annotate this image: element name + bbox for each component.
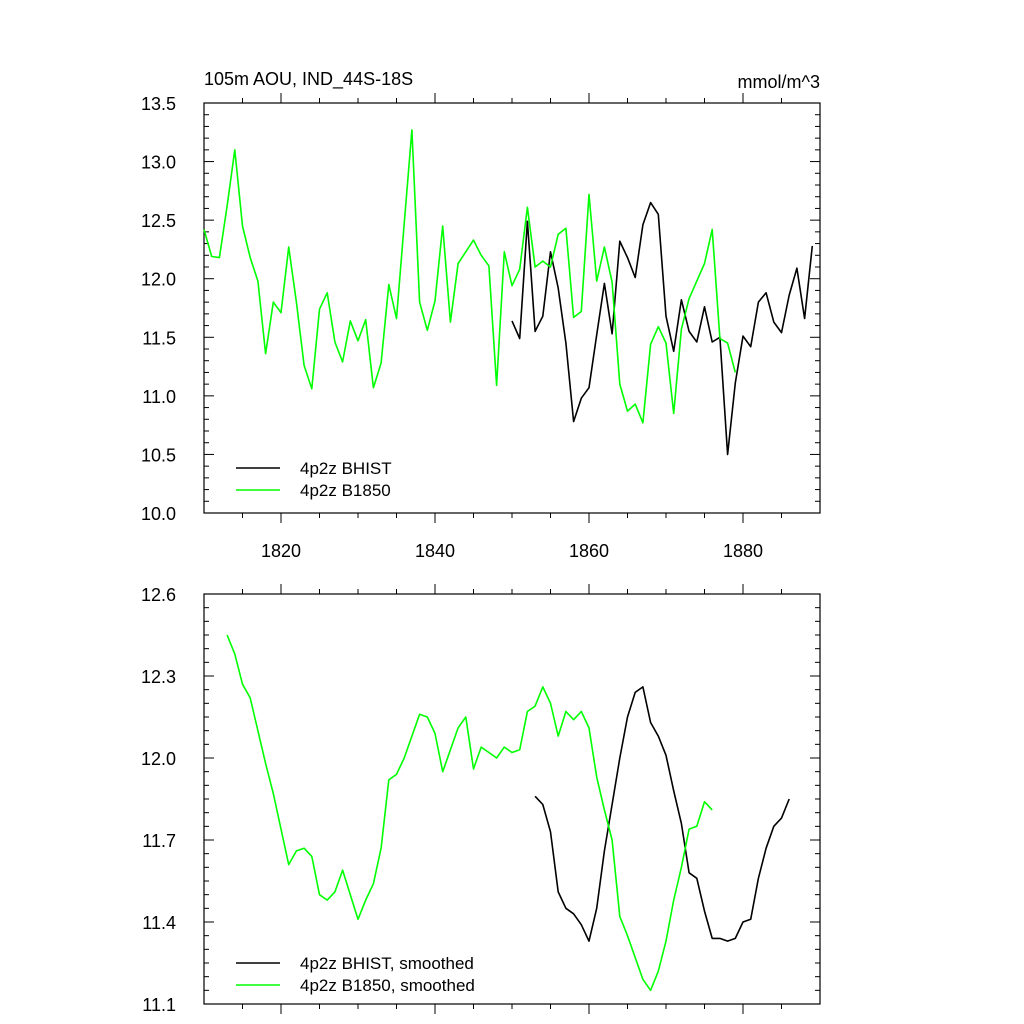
bottom-legend-label: 4p2z BHIST, smoothed: [300, 954, 474, 973]
top-y-tick-label: 11.5: [142, 328, 176, 348]
top-series-line-b1850: [203, 129, 737, 424]
bottom-y-tick-label: 12.0: [141, 749, 176, 769]
top-x-tick-label: 1860: [569, 541, 609, 561]
bottom-legend: 4p2z BHIST, smoothed 4p2z B1850, smoothed: [236, 954, 475, 995]
bottom-plot-frame: [203, 593, 821, 1005]
bottom-series-line-bhist: [534, 686, 790, 942]
top-y-tick-label: 12.5: [141, 211, 176, 231]
bottom-panel-aou-smoothed: 11.1 11.4 11.7 12.0 12.3 12.6 4p2z BHIST, smoo…: [141, 584, 821, 1015]
top-x-tick-label: 1880: [723, 541, 763, 561]
top-panel-title: 105m AOU, IND_44S-18S: [204, 69, 413, 90]
top-y-tick-label: 12.0: [141, 270, 176, 290]
top-y-tick-label: 13.0: [141, 153, 176, 173]
bottom-legend-label: 4p2z B1850, smoothed: [300, 976, 475, 995]
top-legend: 4p2z BHIST 4p2z B1850: [236, 459, 392, 500]
top-panel-aou-raw: 105m AOU, IND_44S-18S mmol/m^3 1820 1840 1…: [141, 69, 821, 561]
top-legend-label: 4p2z BHIST: [300, 459, 392, 478]
top-x-tick-label: 1840: [415, 541, 455, 561]
top-series-line-bhist: [511, 201, 814, 456]
top-y-tick-label: 13.5: [141, 94, 176, 114]
bottom-series-line-b1850: [226, 634, 713, 992]
top-y-tick-label: 11.0: [142, 387, 176, 407]
bottom-y-tick-label: 12.6: [141, 585, 176, 605]
top-panel-units: mmol/m^3: [738, 72, 820, 92]
bottom-y-tick-label: 12.3: [141, 667, 176, 687]
bottom-y-tick-label: 11.1: [142, 995, 176, 1015]
top-y-tick-label: 10.0: [141, 504, 176, 524]
bottom-y-tick-label: 11.7: [142, 831, 176, 851]
top-x-tick-label: 1820: [261, 541, 301, 561]
top-y-tick-label: 10.5: [141, 445, 176, 465]
bottom-y-tick-label: 11.4: [142, 913, 176, 933]
top-legend-label: 4p2z B1850: [300, 481, 391, 500]
